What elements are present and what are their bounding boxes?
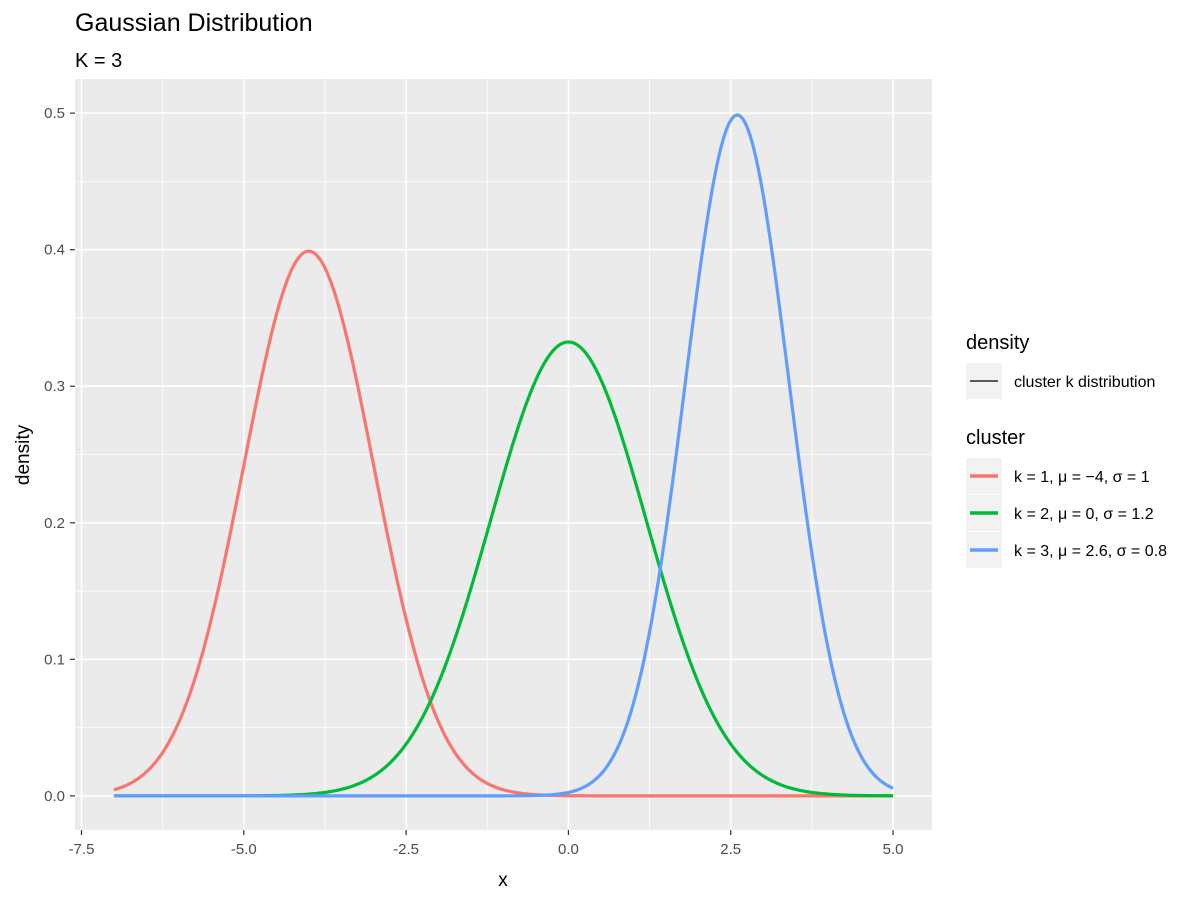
grid-minor — [75, 79, 932, 830]
y-tick-label: 0.3 — [44, 378, 65, 395]
y-tick-label: 0.5 — [44, 105, 65, 122]
axes: -7.5 -5.0 -2.5 0.0 2.5 5.0 0.0 0.1 0.2 0.3 0.4 0.5 — [44, 105, 903, 858]
legend-label: cluster k distribution — [1014, 374, 1155, 391]
legend-label: k = 2, μ = 0, σ = 1.2 — [1014, 506, 1154, 523]
x-tick-label: -2.5 — [393, 841, 419, 858]
y-axis-title: density — [13, 424, 34, 485]
y-tick-label: 0.4 — [44, 242, 65, 259]
x-tick-label: -5.0 — [231, 841, 257, 858]
legend-title-cluster: cluster — [966, 427, 1025, 449]
x-tick-label: 0.0 — [558, 841, 579, 858]
x-tick-label: 2.5 — [720, 841, 741, 858]
x-axis-title: x — [498, 870, 508, 891]
chart-subtitle: K = 3 — [75, 50, 122, 72]
legend-label: k = 1, μ = −4, σ = 1 — [1014, 469, 1150, 486]
chart-title: Gaussian Distribution — [75, 9, 313, 37]
y-tick-label: 0.1 — [44, 651, 65, 668]
y-tick-label: 0.0 — [44, 788, 65, 805]
series-line-k3 — [113, 113, 894, 798]
x-tick-label: 5.0 — [883, 841, 904, 858]
x-tick-label: -7.5 — [69, 841, 95, 858]
legend: density cluster k distribution cluster k = … — [966, 332, 1167, 568]
y-tick-label: 0.2 — [44, 515, 65, 532]
series-layer — [113, 113, 894, 798]
legend-label: k = 3, μ = 2.6, σ = 0.8 — [1014, 543, 1167, 560]
legend-title-density: density — [966, 332, 1029, 354]
series-line-k1 — [113, 249, 894, 798]
